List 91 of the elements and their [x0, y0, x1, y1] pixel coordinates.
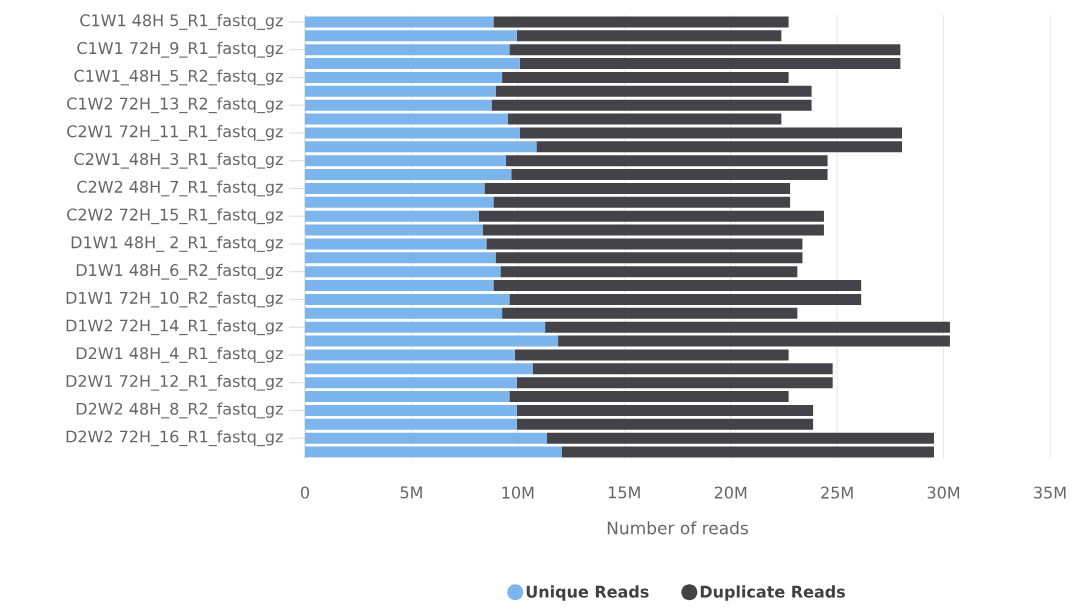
bar	[305, 58, 520, 70]
x-tick-label: 25M	[821, 486, 853, 499]
bar	[491, 99, 812, 111]
bar	[516, 404, 814, 416]
bar	[305, 266, 501, 278]
y-tick-label: C2W1 72H_11_R1_fastq_gz	[67, 124, 283, 141]
bar	[493, 16, 789, 28]
bar	[305, 293, 510, 305]
bar	[519, 127, 903, 139]
bar	[500, 266, 798, 278]
bar	[507, 113, 782, 125]
bar	[305, 169, 512, 181]
y-tick-label: D1W1 48H_ 2_R1_fastq_gz	[71, 235, 283, 252]
bar	[509, 44, 901, 56]
bar	[305, 363, 533, 375]
legend-label: Duplicate Reads	[700, 585, 845, 601]
bar	[516, 30, 782, 42]
bar	[305, 335, 559, 347]
bar	[561, 446, 934, 458]
y-tick-label: C1W1 48H 5_R1_fastq_gz	[80, 13, 283, 30]
bar	[305, 280, 494, 292]
bar	[495, 252, 803, 264]
bar	[305, 238, 487, 250]
y-tick-label: D2W1 48H_4_R1_fastq_gz	[76, 346, 283, 363]
x-tick-label: 10M	[502, 486, 534, 499]
y-tick-label: C2W1_48H_3_R1_fastq_gz	[74, 152, 283, 169]
x-tick-label: 15M	[608, 486, 640, 499]
bar	[502, 307, 798, 319]
bar	[516, 377, 833, 389]
bar	[305, 307, 503, 319]
bar	[558, 335, 950, 347]
bar	[493, 280, 862, 292]
bar	[486, 238, 803, 250]
bar	[305, 182, 485, 194]
y-tick-label: D2W2 48H_8_R2_fastq_gz	[76, 402, 283, 419]
x-tick-label: 30M	[927, 486, 960, 499]
bar	[514, 349, 789, 361]
y-tick-label: C1W1 72H_9_R1_fastq_gz	[77, 41, 283, 58]
bar	[305, 16, 494, 28]
y-tick-label: D1W2 72H_14_R1_fastq_gz	[66, 319, 283, 336]
bar	[305, 113, 508, 125]
bar	[305, 418, 517, 430]
bar	[305, 196, 494, 208]
bar	[547, 432, 934, 444]
bar	[305, 404, 517, 416]
y-tick-label: C2W2 72H_15_R1_fastq_gz	[67, 208, 283, 225]
bar	[305, 252, 496, 264]
bar	[305, 71, 503, 83]
legend-label: Unique Reads	[526, 585, 649, 601]
y-tick-label: D1W1 72H_10_R2_fastq_gz	[66, 291, 283, 308]
y-tick-label: D2W2 72H_16_R1_fastq_gz	[66, 430, 283, 447]
bar	[305, 99, 492, 111]
x-tick-label: 5M	[400, 486, 422, 499]
bar	[305, 349, 515, 361]
bar	[305, 127, 520, 139]
bar	[305, 432, 548, 444]
bar	[509, 293, 862, 305]
bar	[305, 44, 510, 56]
y-tick-label: D2W1 72H_12_R1_fastq_gz	[66, 374, 283, 391]
bar	[516, 418, 814, 430]
bar	[305, 321, 546, 333]
x-tick-label: 20M	[714, 486, 747, 499]
bar	[484, 182, 791, 194]
bar	[536, 141, 903, 153]
y-tick-label: C1W1_48H_5_R2_fastq_gz	[74, 69, 283, 86]
bar	[305, 446, 562, 458]
bar	[532, 363, 833, 375]
bar	[305, 30, 517, 42]
bar	[482, 224, 824, 236]
bar	[305, 391, 510, 403]
bar	[509, 391, 789, 403]
y-tick-label: C2W2 48H_7_R1_fastq_gz	[77, 180, 283, 197]
bar	[502, 71, 789, 83]
bar	[505, 155, 828, 167]
x-tick-label: 35M	[1034, 486, 1066, 499]
y-tick-label: D1W1 48H_6_R2_fastq_gz	[76, 263, 283, 280]
bar	[545, 321, 950, 333]
bar	[493, 196, 791, 208]
bar	[519, 58, 901, 70]
bar	[305, 155, 506, 167]
bar	[305, 210, 479, 222]
bar	[305, 141, 537, 153]
bar	[305, 377, 517, 389]
x-tick-label: 0	[300, 486, 310, 499]
bar	[305, 224, 483, 236]
bar	[511, 169, 828, 181]
bar	[478, 210, 824, 222]
x-axis-title: Number of reads	[607, 521, 748, 535]
bar	[305, 85, 496, 97]
bar	[495, 85, 812, 97]
y-tick-label: C1W2 72H_13_R2_fastq_gz	[67, 97, 283, 114]
